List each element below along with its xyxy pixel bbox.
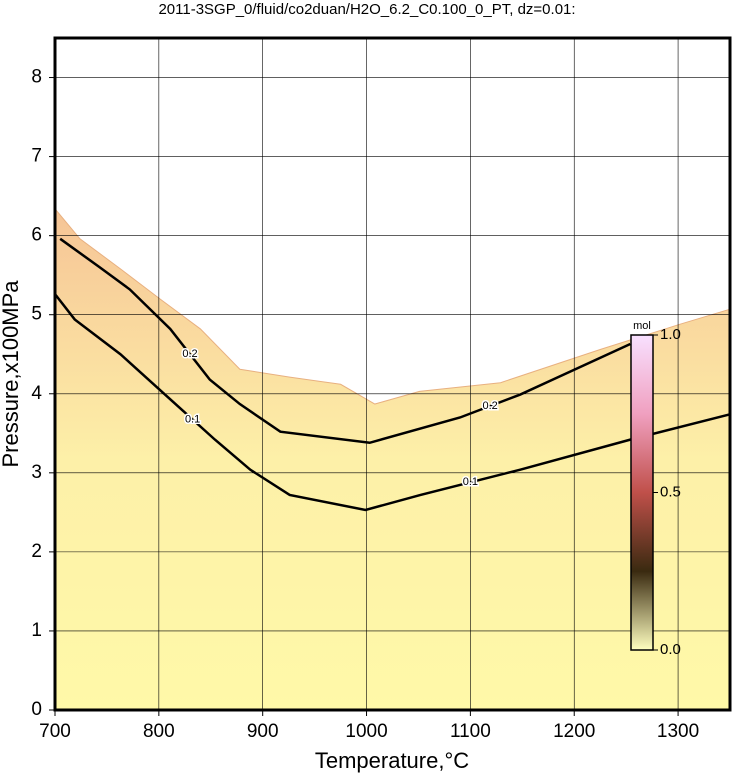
x-axis-label: Temperature,°C bbox=[315, 748, 469, 773]
y-tick-label: 1 bbox=[31, 620, 42, 641]
boundary-line bbox=[54, 208, 731, 405]
contour-line bbox=[54, 293, 731, 512]
x-tick-label: 1100 bbox=[450, 721, 491, 742]
x-tick-label: 1300 bbox=[657, 721, 699, 742]
contour-label: 0.2 bbox=[182, 348, 197, 360]
y-tick-label: 0 bbox=[31, 699, 42, 720]
y-tick-label: 8 bbox=[31, 67, 42, 88]
chart-title: 2011-3SGP_0/fluid/co2duan/H2O_6.2_C0.100… bbox=[158, 1, 575, 18]
contour-label: 0.1 bbox=[463, 476, 478, 488]
colorbar-tick-label: 1.0 bbox=[660, 326, 681, 343]
x-tick-label: 700 bbox=[39, 721, 71, 742]
y-tick-label: 3 bbox=[31, 462, 42, 483]
x-tick-label: 900 bbox=[247, 721, 279, 742]
y-tick-label: 6 bbox=[31, 225, 42, 246]
x-tick-label: 1200 bbox=[553, 721, 595, 742]
colorbar-tick-label: 0.0 bbox=[660, 641, 681, 658]
colorbar-tick-label: 0.5 bbox=[660, 483, 681, 500]
y-axis-label: Pressure,x100MPa bbox=[0, 280, 23, 468]
y-tick-label: 7 bbox=[31, 146, 42, 167]
x-tick-label: 1000 bbox=[345, 721, 387, 742]
contour-line bbox=[59, 237, 631, 445]
y-tick-label: 2 bbox=[31, 541, 42, 562]
plot-frame bbox=[53, 36, 732, 712]
data-region bbox=[55, 208, 730, 710]
contour-label: 0.1 bbox=[185, 413, 200, 425]
contour-label: 0.2 bbox=[482, 400, 497, 412]
x-tick-label: 800 bbox=[143, 721, 175, 742]
y-tick-label: 4 bbox=[31, 383, 42, 404]
y-tick-label: 5 bbox=[31, 304, 42, 325]
colorbar-label: mol bbox=[633, 320, 651, 332]
colorbar bbox=[630, 334, 654, 651]
